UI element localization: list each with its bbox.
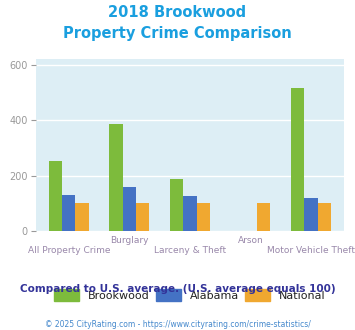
- Bar: [257, 203, 271, 231]
- Bar: [291, 88, 304, 231]
- Text: Arson: Arson: [237, 236, 263, 245]
- Bar: [170, 179, 183, 231]
- Text: Larceny & Theft: Larceny & Theft: [154, 246, 226, 255]
- Bar: [109, 124, 123, 231]
- Bar: [62, 195, 76, 231]
- Legend: Brookwood, Alabama, National: Brookwood, Alabama, National: [54, 289, 326, 301]
- Bar: [197, 203, 210, 231]
- Bar: [76, 203, 89, 231]
- Text: Motor Vehicle Theft: Motor Vehicle Theft: [267, 246, 355, 255]
- Text: Property Crime Comparison: Property Crime Comparison: [63, 26, 292, 41]
- Text: Compared to U.S. average. (U.S. average equals 100): Compared to U.S. average. (U.S. average …: [20, 284, 335, 294]
- Bar: [49, 161, 62, 231]
- Text: © 2025 CityRating.com - https://www.cityrating.com/crime-statistics/: © 2025 CityRating.com - https://www.city…: [45, 320, 310, 329]
- Bar: [318, 203, 331, 231]
- Text: Burglary: Burglary: [110, 236, 149, 245]
- Bar: [123, 187, 136, 231]
- Bar: [183, 196, 197, 231]
- Bar: [304, 198, 318, 231]
- Text: 2018 Brookwood: 2018 Brookwood: [108, 5, 247, 20]
- Bar: [136, 203, 149, 231]
- Text: All Property Crime: All Property Crime: [28, 246, 110, 255]
